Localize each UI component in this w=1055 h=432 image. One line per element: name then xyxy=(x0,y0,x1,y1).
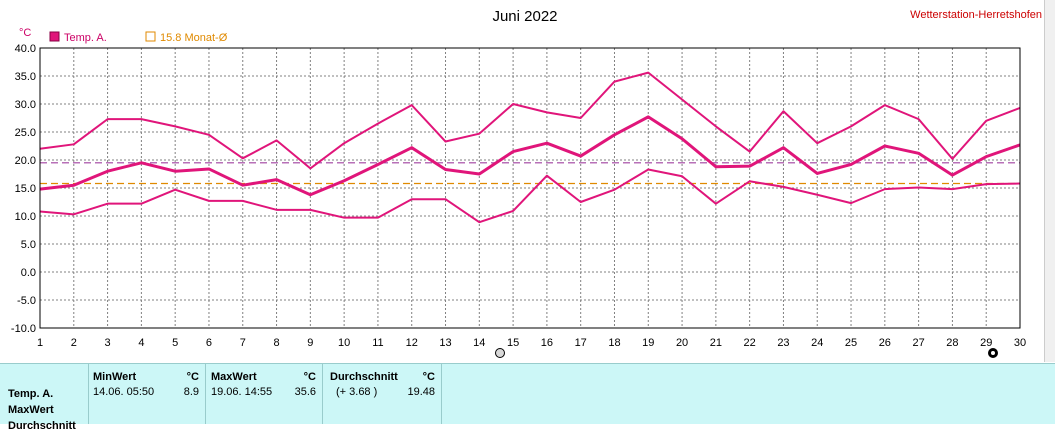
min-marker[interactable] xyxy=(495,348,505,358)
y-tick-label: 10.0 xyxy=(15,211,36,223)
maxwert-datetime: 19.06. 14:55 xyxy=(211,386,273,398)
reference-lines xyxy=(40,162,1020,185)
x-tick-label: 3 xyxy=(105,337,111,349)
x-tick-label: 27 xyxy=(912,337,924,349)
x-axis-ticks: 1 2 3 4 5 6 7 8 9 10 11 12 13 14 15 16 17 18 19 20 21 22 23 24 2… xyxy=(37,337,1026,349)
x-tick-label: 30 xyxy=(1014,337,1026,349)
x-tick-label: 16 xyxy=(541,337,553,349)
max-marker[interactable] xyxy=(988,348,998,358)
x-tick-label: 8 xyxy=(273,337,279,349)
x-tick-label: 29 xyxy=(980,337,992,349)
stats-labels-column: Temp. A. MaxWert Durchschnitt xyxy=(0,364,89,432)
x-tick-label: 4 xyxy=(138,337,144,349)
y-tick-label: 25.0 xyxy=(15,127,36,139)
x-tick-label: 15 xyxy=(507,337,519,349)
durchschnitt-header: Durchschnitt xyxy=(330,371,398,383)
x-tick-label: 7 xyxy=(240,337,246,349)
series-lines xyxy=(39,71,1021,224)
y-axis-ticks: 40.0 35.0 30.0 25.0 20.0 15.0 10.0 5.0 0.0 -5.0 -1… xyxy=(11,43,36,335)
legend-temp-swatch xyxy=(49,31,60,42)
maxwert-column: MaxWert °C 19.06. 14:55 35.6 xyxy=(205,364,323,424)
x-tick-label: 21 xyxy=(710,337,722,349)
temperature-chart: Juni 2022 Wetterstation-Herretshofen °C … xyxy=(11,8,1042,358)
x-tick-label: 12 xyxy=(406,337,418,349)
x-tick-label: 2 xyxy=(71,337,77,349)
plot-frame xyxy=(39,47,1021,329)
x-tick-label: 17 xyxy=(575,337,587,349)
y-tick-label: 5.0 xyxy=(21,239,36,251)
legend-monthly-avg-swatch xyxy=(145,31,156,42)
y-tick-label: 40.0 xyxy=(15,43,36,55)
x-tick-label: 11 xyxy=(372,337,383,349)
durchschnitt-diff: (+ 3.68 ) xyxy=(336,386,378,398)
max-marker-ring xyxy=(991,351,995,355)
minwert-datetime: 14.06. 05:50 xyxy=(93,386,155,398)
x-tick-label: 19 xyxy=(642,337,654,349)
x-tick-label: 22 xyxy=(744,337,756,349)
x-tick-label: 1 xyxy=(37,337,43,349)
maxwert-unit: °C xyxy=(303,371,316,383)
y-tick-label: 15.0 xyxy=(15,183,36,195)
series-line-min xyxy=(39,168,1021,224)
stats-panel: Temp. A. MaxWert Durchschnitt MinWert °C… xyxy=(0,363,1055,432)
min-marker-icon[interactable] xyxy=(495,348,505,358)
minwert-column: MinWert °C 14.06. 05:50 8.9 xyxy=(88,364,206,424)
vertical-scrollbar[interactable] xyxy=(1044,0,1055,362)
x-tick-label: 14 xyxy=(473,337,485,349)
minwert-value: 8.9 xyxy=(183,386,199,398)
minwert-unit: °C xyxy=(186,371,199,383)
y-tick-label: 0.0 xyxy=(21,267,36,279)
y-axis-unit: °C xyxy=(19,27,31,39)
x-tick-label: 20 xyxy=(676,337,688,349)
y-tick-label: 20.0 xyxy=(15,155,36,167)
y-tick-label: -10.0 xyxy=(11,323,36,335)
y-tick-label: 35.0 xyxy=(15,71,36,83)
x-tick-label: 26 xyxy=(879,337,891,349)
row-label-durchschnitt: Durchschnitt xyxy=(8,420,76,432)
x-tick-label: 23 xyxy=(777,337,789,349)
x-tick-label: 18 xyxy=(608,337,620,349)
x-tick-label: 28 xyxy=(946,337,958,349)
chart-title: Juni 2022 xyxy=(492,8,557,25)
station-name[interactable]: Wetterstation-Herretshofen xyxy=(910,9,1042,21)
x-tick-label: 24 xyxy=(811,337,823,349)
x-tick-label: 25 xyxy=(845,337,857,349)
legend-temp-label: Temp. A. xyxy=(64,32,107,44)
series-line-avg xyxy=(39,115,1021,197)
x-tick-label: 9 xyxy=(307,337,313,349)
maxwert-value: 35.6 xyxy=(294,386,316,398)
durchschnitt-value: 19.48 xyxy=(407,386,435,398)
row-label-maxwert: MaxWert xyxy=(8,404,54,416)
durchschnitt-unit: °C xyxy=(422,371,435,383)
grid xyxy=(39,47,1021,329)
series-line-max xyxy=(39,71,1021,170)
durchschnitt-column: Durchschnitt °C (+ 3.68 ) 19.48 xyxy=(322,364,442,424)
x-tick-label: 13 xyxy=(439,337,451,349)
maxwert-header: MaxWert xyxy=(211,371,257,383)
x-tick-label: 10 xyxy=(338,337,350,349)
y-tick-label: 30.0 xyxy=(15,99,36,111)
x-tick-label: 6 xyxy=(206,337,212,349)
y-tick-label: -5.0 xyxy=(17,295,36,307)
x-tick-label: 5 xyxy=(172,337,178,349)
legend-monthly-avg-label: 15.8 Monat-Ø xyxy=(160,32,228,44)
row-label-temp: Temp. A. xyxy=(8,388,54,400)
minwert-header: MinWert xyxy=(93,371,137,383)
